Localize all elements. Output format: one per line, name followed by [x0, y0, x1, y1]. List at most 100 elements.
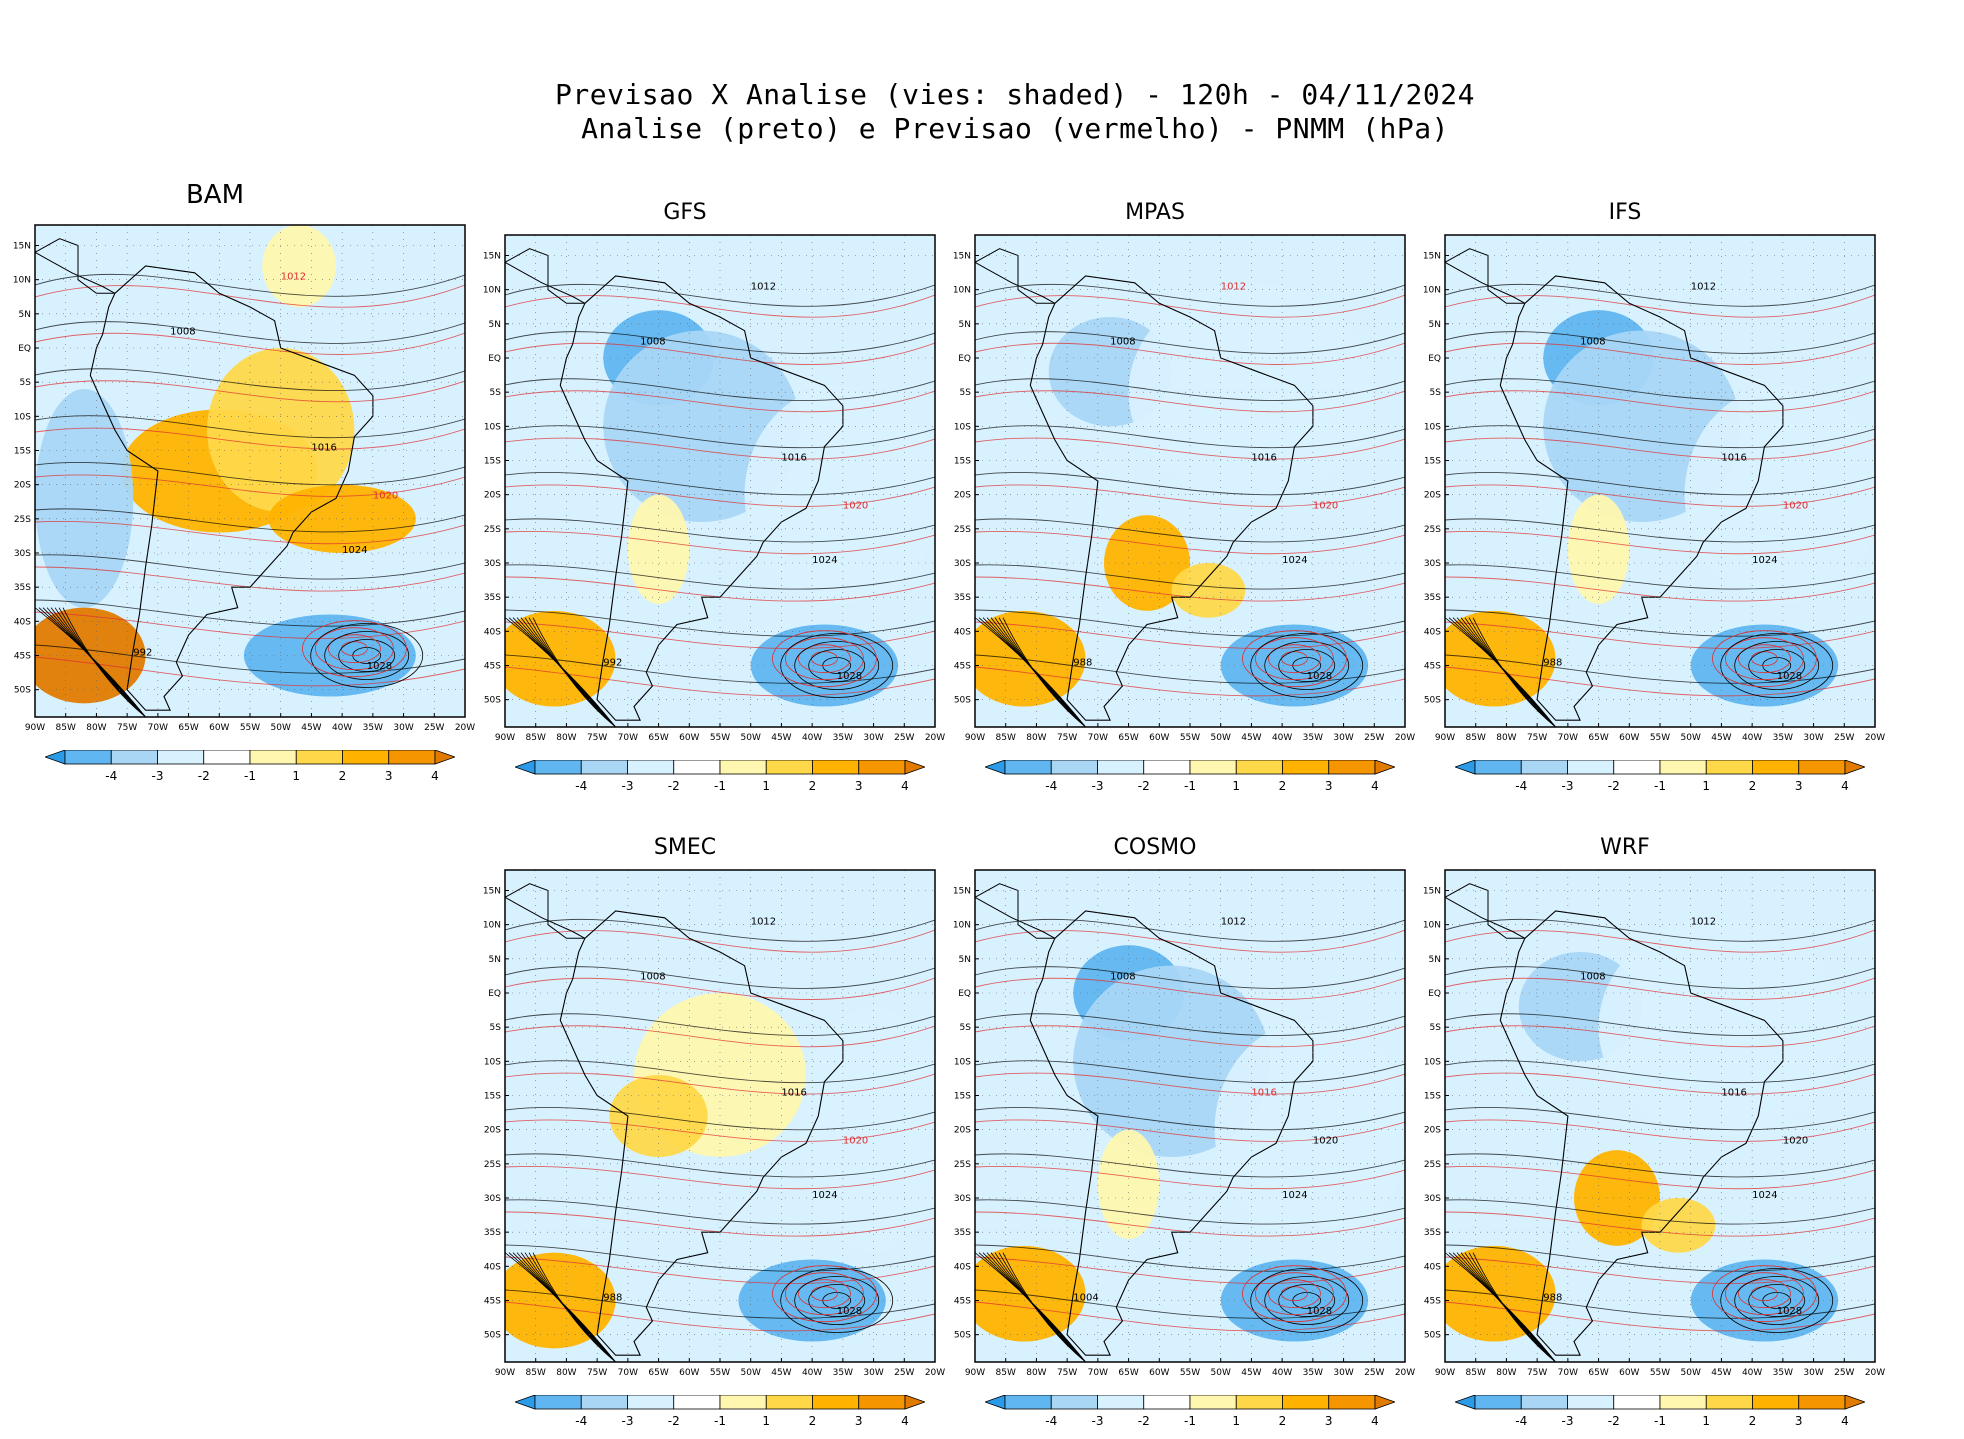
lat-tick-label: 45S [484, 662, 501, 672]
lat-tick-label: 5N [489, 955, 501, 965]
isobar-analysis [1445, 918, 1875, 942]
lon-tick-label: 50W [1681, 733, 1701, 743]
lon-tick-label: 20W [455, 723, 475, 733]
contour-label: 1024 [812, 1190, 837, 1201]
isobar-forecast [505, 929, 935, 953]
isobar-forecast [975, 484, 1405, 507]
lon-tick-label: 35W [1773, 733, 1793, 743]
colorbar-canvas: -4 -3 -2 -1 1 2 3 4 [43, 749, 457, 783]
isobar-forecast [505, 530, 935, 555]
isobar-forecast [1445, 1211, 1875, 1237]
lat-tick-label: EQ [958, 354, 971, 364]
isobar-analysis [1734, 641, 1820, 690]
lat-tick-label: 40S [14, 617, 31, 627]
contour-label: 1016 [781, 1088, 806, 1099]
isobar-analysis [808, 1284, 866, 1317]
lon-tick-label: 75W [1057, 733, 1077, 743]
isobar-forecast [975, 294, 1405, 318]
colorbar-segment [858, 1394, 906, 1410]
isobar-analysis [505, 1153, 935, 1178]
colorbar-segment [1235, 1394, 1283, 1410]
isobar-forecast [975, 342, 1405, 365]
colorbar-label: -1 [1184, 779, 1196, 793]
contour-label: 1028 [1777, 671, 1802, 682]
isobar-forecast [1445, 929, 1875, 953]
colorbar-segment [1004, 1394, 1052, 1410]
isobar-forecast [975, 390, 1405, 413]
colorbar: -4 -3 -2 -1 1 2 3 4 [983, 759, 1397, 800]
isobar-analysis [975, 283, 1405, 307]
lat-tick-label: 5S [1430, 388, 1442, 398]
isobar-analysis [975, 564, 1405, 590]
lat-tick-label: 25S [484, 1160, 501, 1170]
lon-tick-label: 60W [1149, 1368, 1169, 1378]
contour-label: 1004 [1073, 1293, 1098, 1304]
isobar-forecast [975, 576, 1405, 602]
isobar-analysis [1445, 609, 1875, 637]
lon-tick-label: 85W [1466, 1368, 1486, 1378]
isobar-analysis [35, 599, 465, 627]
lat-tick-label: 35S [14, 583, 31, 593]
colorbar-label: -4 [105, 769, 117, 783]
lat-tick-label: 25S [954, 1160, 971, 1170]
isobar-analysis [505, 472, 935, 496]
colorbar-label: 3 [1795, 779, 1803, 793]
isobar-analysis [62, 607, 146, 717]
colorbar-segment [1659, 1394, 1707, 1410]
isobar-analysis [1445, 331, 1875, 354]
isobar-forecast [975, 1119, 1405, 1142]
lat-tick-label: 20S [14, 481, 31, 491]
lon-tick-label: 90W [1435, 733, 1455, 743]
lon-tick-label: 45W [771, 1368, 791, 1378]
coastline-south-america [1029, 275, 1314, 721]
coastline-south-america [89, 265, 374, 711]
lon-tick-label: 40W [802, 1368, 822, 1378]
lon-tick-label: 60W [1619, 1368, 1639, 1378]
isobar-analysis [975, 654, 1405, 684]
isobar-analysis [1472, 617, 1556, 727]
isobar-analysis [1445, 1107, 1875, 1131]
lat-tick-label: 20S [484, 1126, 501, 1136]
colorbar-segment [1282, 759, 1330, 775]
isobar-forecast [35, 380, 465, 403]
isobar-forecast [772, 1265, 877, 1323]
coastline-central-america [1445, 883, 1526, 939]
lon-tick-label: 35W [363, 723, 383, 733]
panel-smec: SMEC 1012 1008 1016 1020 1024 1028 988 15N 10N 5N… [470, 835, 945, 1428]
lat-tick-label: 15N [13, 242, 31, 252]
isobar-forecast [975, 929, 1405, 953]
contour-label: 1012 [1691, 917, 1716, 928]
lon-tick-label: 80W [556, 1368, 576, 1378]
lat-tick-label: EQ [1428, 989, 1441, 999]
colorbar-segment [765, 759, 813, 775]
colorbar-label: 1 [1702, 779, 1710, 793]
isobar-analysis [1445, 1013, 1875, 1037]
contour-label: 1012 [751, 917, 776, 928]
lat-tick-label: 15N [953, 887, 971, 897]
lat-tick-label: 20S [954, 491, 971, 501]
isobar-analysis [1720, 633, 1834, 698]
lon-tick-label: 90W [1435, 1368, 1455, 1378]
lat-tick-label: 30S [484, 559, 501, 569]
isobar-forecast [1242, 630, 1347, 688]
lat-tick-label: 35S [954, 593, 971, 603]
lat-tick-label: 30S [14, 549, 31, 559]
lat-tick-label: 50S [954, 1331, 971, 1341]
bias-shading-region [738, 1259, 886, 1342]
colorbar-label: -3 [622, 1414, 634, 1428]
bias-shading-region [268, 484, 416, 553]
lat-tick-label: 40S [484, 1262, 501, 1272]
colorbar: -4 -3 -2 -1 1 2 3 4 [983, 1394, 1397, 1435]
lat-tick-label: 15N [953, 252, 971, 262]
contour-label: 1028 [1777, 1306, 1802, 1317]
lon-tick-label: 50W [1211, 733, 1231, 743]
isobar-analysis [1472, 1252, 1556, 1362]
lat-tick-label: 50S [1424, 696, 1441, 706]
lat-tick-label: 15N [1423, 252, 1441, 262]
lat-tick-label: 50S [484, 1331, 501, 1341]
isobar-analysis [975, 378, 1405, 402]
lat-tick-label: 15N [483, 252, 501, 262]
lat-tick-label: 20S [954, 1126, 971, 1136]
isobar-analysis [505, 1107, 935, 1131]
lon-tick-label: 85W [996, 733, 1016, 743]
